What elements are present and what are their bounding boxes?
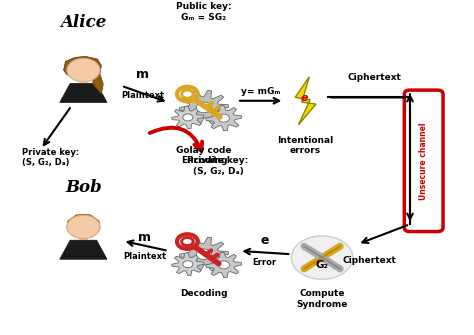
Text: Alice: Alice	[60, 14, 107, 31]
Text: Ciphertext: Ciphertext	[347, 73, 401, 82]
Circle shape	[196, 102, 211, 113]
Text: Private key:
(S, G₂, Dₐ): Private key: (S, G₂, Dₐ)	[188, 156, 249, 176]
Text: Error: Error	[252, 258, 276, 267]
Polygon shape	[60, 240, 107, 259]
Polygon shape	[67, 214, 100, 228]
Text: Golay code
Encoding: Golay code Encoding	[176, 146, 232, 165]
Polygon shape	[206, 106, 242, 131]
Text: c: c	[416, 116, 422, 126]
Circle shape	[292, 236, 353, 279]
Circle shape	[218, 114, 229, 122]
FancyBboxPatch shape	[404, 90, 443, 231]
Text: y= mGₘ: y= mGₘ	[241, 87, 280, 96]
Circle shape	[183, 114, 193, 121]
Circle shape	[183, 261, 193, 268]
Text: Private key:
(S, G₂, Dₐ): Private key: (S, G₂, Dₐ)	[22, 148, 79, 167]
Text: Public key:
Gₘ = SG₂: Public key: Gₘ = SG₂	[176, 2, 232, 22]
Polygon shape	[206, 252, 242, 278]
Polygon shape	[179, 90, 228, 125]
Text: e: e	[260, 233, 269, 247]
Polygon shape	[79, 79, 88, 83]
Circle shape	[67, 58, 100, 82]
Circle shape	[218, 261, 229, 269]
Text: Plaintext: Plaintext	[123, 252, 166, 261]
Circle shape	[67, 215, 100, 239]
Polygon shape	[64, 56, 103, 94]
Polygon shape	[60, 83, 107, 103]
Text: e: e	[301, 93, 308, 103]
Text: Compute
Syndrome: Compute Syndrome	[296, 289, 348, 309]
Polygon shape	[172, 253, 204, 276]
Text: m: m	[138, 230, 151, 244]
Text: Plaintext: Plaintext	[121, 91, 164, 100]
Text: c: c	[415, 103, 422, 113]
Polygon shape	[295, 77, 316, 125]
Polygon shape	[179, 237, 228, 271]
Polygon shape	[79, 236, 88, 240]
Text: G₂: G₂	[316, 260, 328, 270]
Text: Intentional
errors: Intentional errors	[277, 136, 334, 155]
Text: Decoding: Decoding	[180, 289, 228, 298]
Text: Unsecure channel: Unsecure channel	[419, 122, 428, 200]
Text: Bob: Bob	[65, 179, 102, 196]
Circle shape	[196, 249, 211, 260]
FancyArrowPatch shape	[150, 128, 202, 151]
Text: m: m	[136, 68, 149, 81]
Polygon shape	[172, 106, 204, 129]
Text: Ciphertext: Ciphertext	[342, 256, 396, 265]
